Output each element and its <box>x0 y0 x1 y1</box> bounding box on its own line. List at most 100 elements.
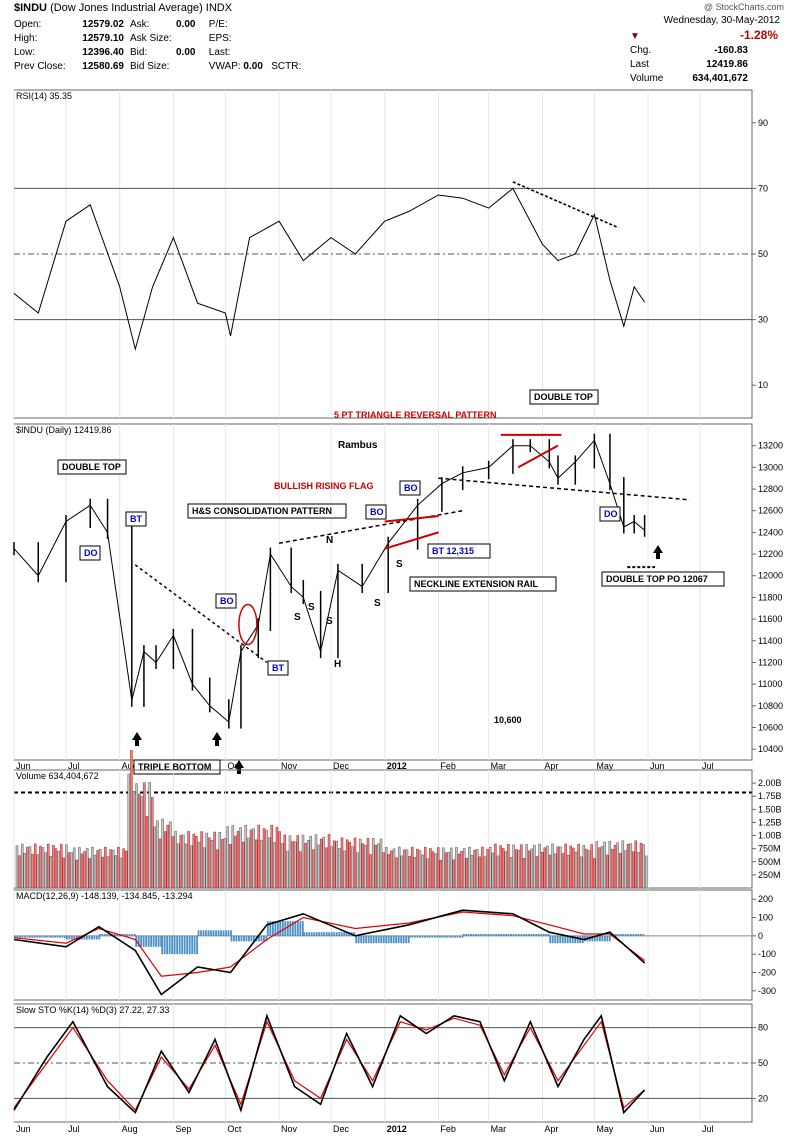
volume-bar <box>239 827 242 889</box>
macd-histogram-bar <box>131 934 134 936</box>
macd-histogram-bar <box>545 934 548 936</box>
volume-bar <box>452 859 456 889</box>
volume-bar <box>444 852 448 889</box>
macd-histogram-bar <box>456 935 459 938</box>
volume-bar <box>23 852 27 889</box>
macd-histogram-bar <box>411 935 414 938</box>
volume-bar <box>514 849 518 889</box>
macd-histogram-bar <box>532 934 535 936</box>
macd-histogram-bar <box>305 932 308 936</box>
volume-bar <box>80 853 84 889</box>
volume-bar <box>551 843 554 889</box>
volume-bar <box>265 829 268 889</box>
quote-table-right: Wednesday, 30-May-2012 ▼ -1.28% Chg. -160.… <box>630 14 780 86</box>
volume-bar <box>197 841 201 889</box>
macd-histogram-bar <box>258 935 260 942</box>
macd-histogram-bar <box>245 935 248 942</box>
volume-bar <box>132 791 136 889</box>
macd-histogram-bar <box>215 930 217 936</box>
macd-histogram-bar <box>571 935 574 944</box>
macd-histogram-bar <box>21 935 24 938</box>
macd-histogram-bar <box>217 930 220 936</box>
volume-bar <box>361 843 365 889</box>
volume-bar <box>559 846 562 889</box>
macd-histogram-bar <box>522 934 525 936</box>
volume-bar <box>221 839 224 889</box>
volume-y-label: 500M <box>758 857 781 867</box>
macd-histogram-bar <box>490 934 492 936</box>
macd-histogram-bar <box>98 934 101 936</box>
volume-bar <box>182 834 185 889</box>
macd-histogram-bar <box>505 934 507 936</box>
annotation-label: H&S CONSOLIDATION PATTERN <box>192 506 332 516</box>
rsi-trendline <box>512 181 619 229</box>
volume-bar <box>96 850 99 889</box>
macd-histogram-bar <box>191 935 194 955</box>
macd-histogram-bar <box>95 935 98 940</box>
volume-bar <box>587 850 591 889</box>
volume-bar <box>200 831 203 889</box>
macd-histogram-bar <box>507 934 510 936</box>
price-x-label: Nov <box>281 761 298 771</box>
macd-histogram-bar <box>310 932 313 936</box>
volume-bar <box>431 851 435 889</box>
up-arrow-icon <box>132 732 142 746</box>
volume-y-label: 1.25B <box>758 817 782 827</box>
macd-histogram-bar <box>335 932 338 936</box>
macd-histogram-bar <box>54 935 56 938</box>
macd-histogram-bar <box>485 934 487 936</box>
macd-histogram-bar <box>90 935 93 940</box>
macd-histogram-bar <box>431 935 434 938</box>
volume-bar <box>600 846 604 889</box>
volume-bar <box>153 826 157 889</box>
neckline-extension <box>438 477 690 501</box>
volume-y-label: 2.00B <box>758 778 782 788</box>
macd-histogram-bar <box>423 935 426 938</box>
macd-histogram-bar <box>353 932 356 936</box>
macd-histogram-bar <box>101 934 104 936</box>
macd-histogram-bar <box>390 935 393 944</box>
volume-bar <box>572 847 575 889</box>
macd-histogram-bar <box>70 935 73 940</box>
bottom-x-label: Dec <box>333 1124 350 1134</box>
volume-bar <box>460 851 463 889</box>
macd-histogram-bar <box>416 935 419 938</box>
macd-histogram-bar <box>19 935 21 938</box>
downtrend-line <box>134 564 268 664</box>
volume-bar <box>117 846 120 889</box>
macd-line <box>13 909 646 996</box>
annotation-label: NECKLINE EXTENSION RAIL <box>414 579 539 589</box>
macd-histogram-bar <box>85 935 88 940</box>
volume-bar <box>486 849 489 889</box>
annotation-box <box>79 545 101 561</box>
volume-bar <box>353 837 357 889</box>
macd-histogram-bar <box>296 921 299 936</box>
macd-histogram-bar <box>556 935 559 944</box>
volume-bar <box>538 843 541 889</box>
macd-histogram-bar <box>340 932 343 936</box>
volume-bar <box>525 844 528 889</box>
volume-bar <box>70 852 73 889</box>
volume-bar <box>210 839 214 889</box>
macd-histogram-bar <box>338 932 341 936</box>
volume-bar <box>603 841 606 889</box>
macd-histogram-bar <box>212 930 215 936</box>
macd-histogram-bar <box>44 935 46 938</box>
quote-row: Volume 634,401,672 <box>630 73 748 84</box>
macd-histogram-bar <box>46 935 49 938</box>
volume-bar <box>236 831 240 889</box>
macd-histogram-bar <box>166 935 169 955</box>
macd-histogram-bar <box>308 932 311 936</box>
macd-histogram-bar <box>103 934 106 936</box>
volume-bar <box>449 847 453 889</box>
volume-bar <box>426 858 430 889</box>
macd-histogram-bar <box>263 935 265 942</box>
macd-histogram-bar <box>235 935 238 942</box>
macd-y-label: -200 <box>758 968 776 978</box>
volume-bar <box>49 855 53 889</box>
volume-bar <box>418 850 422 889</box>
stochastic-y-label: 80 <box>758 1023 768 1033</box>
macd-histogram-bar <box>418 935 421 938</box>
symbol: $INDU <box>14 2 48 14</box>
